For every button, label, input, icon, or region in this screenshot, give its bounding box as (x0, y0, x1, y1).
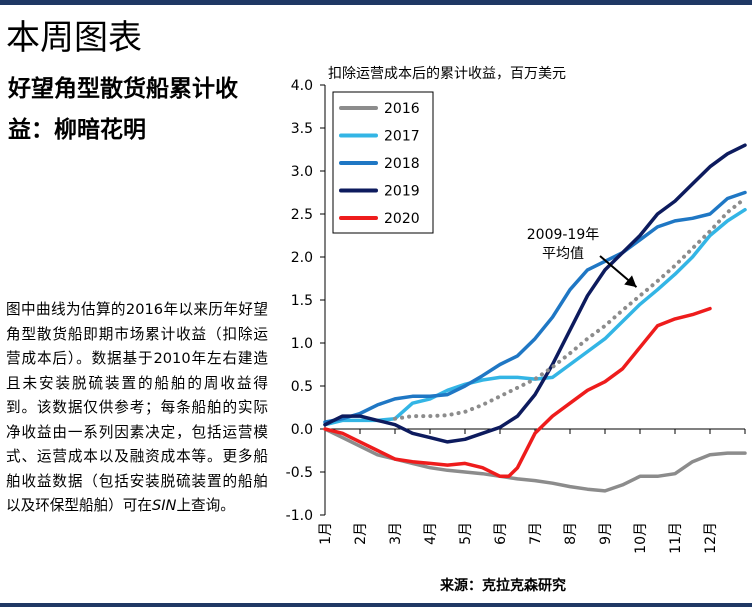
description-ref: SIN (151, 497, 177, 514)
legend-label: 2018 (384, 156, 420, 172)
legend-label: 2017 (384, 129, 420, 145)
legend-label: 2020 (384, 211, 420, 227)
series-line-2016 (323, 427, 747, 493)
y-tick-label: 1.5 (291, 293, 313, 309)
page-heading: 本周图表 (6, 18, 142, 58)
x-tick-label: 10月 (633, 522, 649, 554)
x-tick-label: 3月 (388, 522, 404, 545)
y-tick-label: 2.5 (291, 207, 313, 223)
y-tick-label: 0.5 (291, 379, 313, 395)
x-tick-label: 7月 (528, 522, 544, 545)
legend-label: 2019 (384, 184, 420, 200)
y-tick-label: 2.0 (291, 250, 313, 266)
chart-description: 图中曲线为估算的2016年以来历年好望角型散货船即期市场累计收益（扣除运营成本后… (6, 298, 268, 519)
x-axis: 1月 2月 3月 4月 5月 6月 7月 8月 9月 10月 11月 12月 (318, 428, 746, 554)
top-rule (0, 0, 752, 5)
series-line-2018 (323, 190, 747, 424)
y-tick-label: 0.0 (291, 422, 313, 438)
chart-title: 扣除运营成本后的累计收益，百万美元 (328, 66, 566, 82)
x-tick-label: 12月 (703, 522, 719, 554)
y-tick-label: -0.5 (286, 465, 313, 481)
bottom-rule (0, 603, 752, 607)
series-line-2020 (323, 306, 712, 479)
y-tick-label: 3.0 (291, 164, 313, 180)
y-axis: 4.0 3.5 3.0 2.5 2.0 1.5 1.0 0.5 0.0 -0.5 -1.0 (286, 78, 326, 524)
y-tick-label: 3.5 (291, 121, 313, 137)
page-subtitle: 好望角型散货船累计收益：柳暗花明 (8, 75, 238, 143)
x-tick-label: 6月 (493, 522, 509, 545)
y-tick-label: 1.0 (291, 336, 313, 352)
source-note: 来源：克拉克森研究 (440, 578, 566, 594)
x-tick-label: 1月 (318, 522, 334, 545)
series-line-2019 (323, 143, 747, 444)
x-tick-label: 4月 (423, 522, 439, 545)
annotation-label: 2009-19年 (527, 227, 600, 243)
legend: 2016 2017 2018 2019 2020 (332, 91, 434, 234)
description-text: 图中曲线为估算的2016年以来历年好望角型散货船即期市场累计收益（扣除运营成本后… (6, 301, 268, 514)
y-tick-label: -1.0 (286, 508, 313, 524)
annotation-label: 平均值 (542, 246, 584, 262)
x-tick-label: 9月 (598, 522, 614, 545)
legend-label: 2016 (384, 101, 420, 117)
y-tick-label: 4.0 (291, 78, 313, 94)
series-group (323, 143, 747, 493)
x-tick-label: 2月 (353, 522, 369, 545)
series-line-2009-19 (393, 196, 747, 421)
x-tick-label: 5月 (458, 522, 474, 545)
x-tick-label: 8月 (563, 522, 579, 545)
annotation-arrow-head (624, 275, 637, 288)
description-end: 上查询。 (176, 497, 235, 514)
x-tick-label: 11月 (668, 522, 684, 554)
